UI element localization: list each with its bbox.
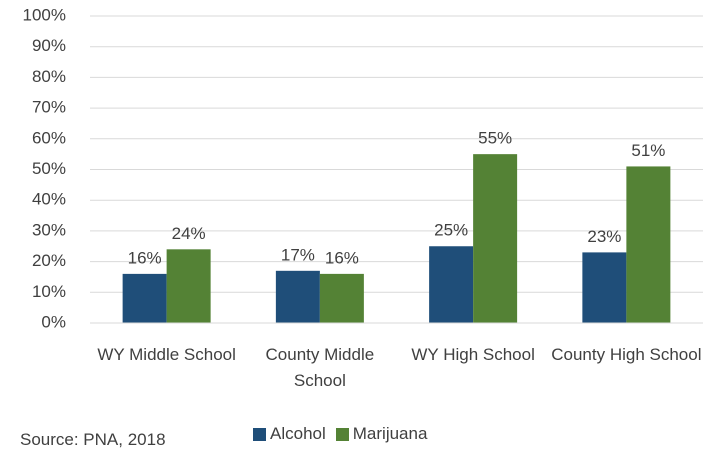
y-tick-label: 10% — [32, 282, 66, 301]
x-tick-label: WY High School — [411, 345, 535, 364]
value-label: 55% — [478, 129, 512, 148]
bar — [319, 273, 364, 323]
value-label: 25% — [434, 221, 468, 240]
bar — [166, 249, 211, 323]
bar — [473, 154, 518, 323]
bar — [626, 166, 671, 323]
legend-label: Marijuana — [352, 424, 428, 443]
y-tick-label: 80% — [32, 67, 66, 86]
y-tick-label: 40% — [32, 190, 66, 209]
x-tick-label: County High School — [551, 345, 702, 364]
legend-item: Marijuana — [335, 424, 428, 444]
legend: Alcohol Marijuana — [253, 424, 437, 444]
bar — [275, 270, 320, 323]
x-tick-label: WY Middle School — [97, 345, 236, 364]
x-tick-label: County Middle School — [265, 345, 375, 390]
y-tick-label: 100% — [23, 5, 66, 24]
value-label: 23% — [587, 227, 621, 246]
y-tick-label: 30% — [32, 220, 66, 239]
value-label: 24% — [172, 224, 206, 243]
y-tick-label: 50% — [32, 159, 66, 178]
bar — [429, 246, 474, 323]
y-tick-label: 0% — [41, 312, 66, 331]
value-label: 16% — [128, 248, 162, 267]
source: Source: PNA, 2018 — [20, 430, 166, 449]
y-tick-label: 70% — [32, 98, 66, 117]
bar — [582, 252, 627, 323]
value-label: 16% — [325, 248, 359, 267]
value-label: 51% — [631, 141, 665, 160]
y-tick-label: 60% — [32, 128, 66, 147]
legend-item: Alcohol — [253, 424, 326, 444]
bar — [122, 273, 167, 323]
y-tick-label: 20% — [32, 251, 66, 270]
legend-swatch — [253, 427, 266, 441]
legend-swatch — [335, 427, 349, 441]
y-tick-label: 90% — [32, 36, 66, 55]
legend-label: Alcohol — [270, 424, 326, 443]
value-label: 17% — [281, 245, 315, 264]
